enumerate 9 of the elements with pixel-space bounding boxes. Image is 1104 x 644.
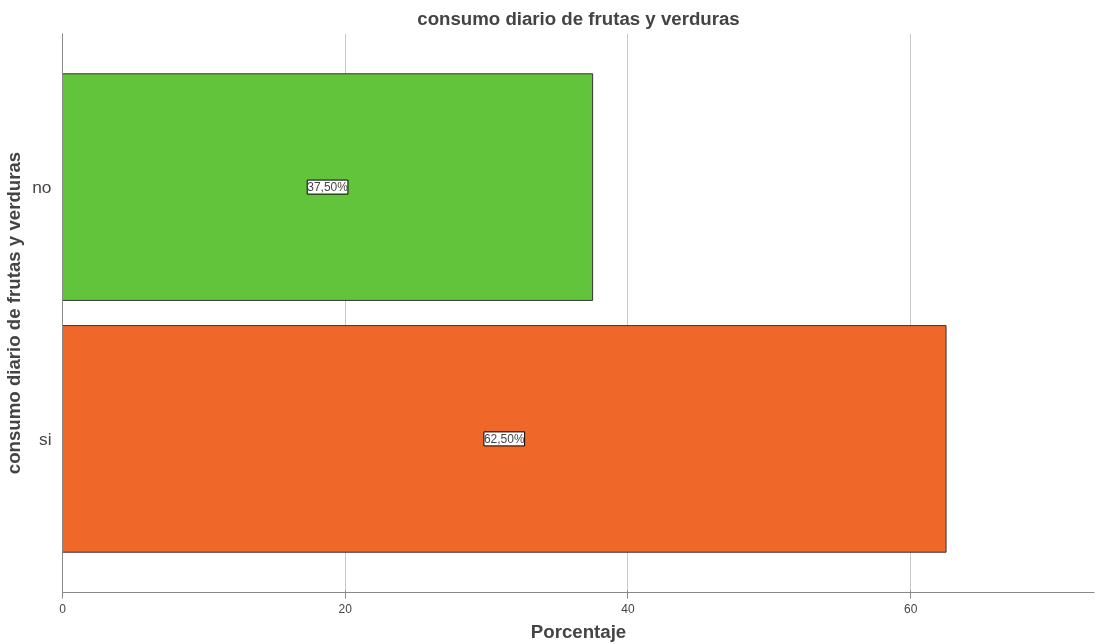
x-tick-label: 60 bbox=[904, 601, 918, 616]
x-tick-label: 40 bbox=[621, 601, 635, 616]
y-tick-label: si bbox=[38, 428, 52, 449]
y-tick-label: no bbox=[32, 177, 52, 198]
x-tick-label: 0 bbox=[59, 601, 67, 616]
x-axis-title: Porcentaje bbox=[530, 620, 627, 642]
x-tick-label: 20 bbox=[338, 601, 353, 616]
chart-title: consumo diario de frutas y verduras bbox=[417, 7, 740, 29]
y-axis-title: consumo diario de frutas y verduras bbox=[3, 151, 25, 475]
